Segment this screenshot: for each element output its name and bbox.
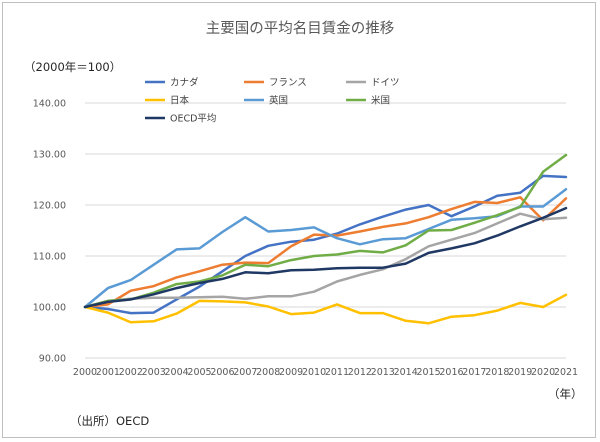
legend-label: カナダ [170, 77, 199, 89]
x-tick-label: 2007 [233, 367, 257, 378]
x-tick-label: 2015 [416, 367, 440, 378]
x-tick-label: 2006 [210, 367, 234, 378]
series-line [83, 212, 568, 309]
series-line [83, 196, 568, 309]
chart-frame [2, 2, 596, 438]
y-axis-tick-labels: 90.00 100.00 110.00 120.00 130.00 140.00 [33, 99, 66, 365]
x-tick-label: 2009 [279, 367, 303, 378]
y-tick-label: 120.00 [33, 201, 66, 212]
legend-label: OECD平均 [170, 113, 216, 125]
x-tick-label: 2001 [96, 367, 120, 378]
legend-label: 日本 [170, 95, 190, 107]
y-tick-label: 90.00 [39, 354, 66, 365]
y-tick-label: 100.00 [33, 303, 66, 314]
series-line [83, 187, 568, 309]
x-tick-label: 2000 [73, 367, 97, 378]
x-tick-label: 2021 [554, 367, 578, 378]
source-note: （出所）OECD [70, 414, 149, 428]
y-tick-label: 110.00 [33, 252, 66, 263]
x-tick-label: 2019 [508, 367, 532, 378]
legend-label: ドイツ [371, 78, 400, 89]
x-tick-label: 2012 [348, 367, 372, 378]
x-tick-label: 2014 [394, 367, 418, 378]
x-tick-label: 2017 [462, 367, 486, 378]
y-axis-unit-label: （2000年＝100） [24, 60, 121, 74]
x-tick-label: 2002 [119, 367, 143, 378]
legend-label: 米国 [371, 95, 390, 107]
x-tick-label: 2008 [256, 367, 280, 378]
y-tick-label: 140.00 [33, 99, 66, 110]
x-axis-unit-label: （年） [548, 387, 583, 401]
x-tick-label: 2004 [165, 367, 189, 378]
legend-label: 英国 [269, 95, 288, 107]
x-tick-label: 2018 [485, 367, 509, 378]
x-tick-label: 2011 [325, 367, 349, 378]
x-tick-label: 2016 [439, 367, 463, 378]
series-lines [83, 153, 568, 325]
x-tick-label: 2003 [142, 367, 166, 378]
y-tick-label: 130.00 [33, 150, 66, 161]
legend-label: フランス [269, 78, 307, 89]
chart-title: 主要国の平均名目賃金の推移 [206, 20, 395, 37]
x-axis-tick-labels: 2000200120022003200420052006200720082009… [73, 367, 578, 378]
x-tick-label: 2005 [187, 367, 211, 378]
series-line [83, 293, 568, 325]
x-tick-label: 2013 [371, 367, 395, 378]
series-line [83, 174, 568, 315]
x-tick-label: 2020 [531, 367, 555, 378]
series-line [83, 153, 568, 309]
x-tick-label: 2010 [302, 367, 326, 378]
series-line [83, 206, 568, 309]
